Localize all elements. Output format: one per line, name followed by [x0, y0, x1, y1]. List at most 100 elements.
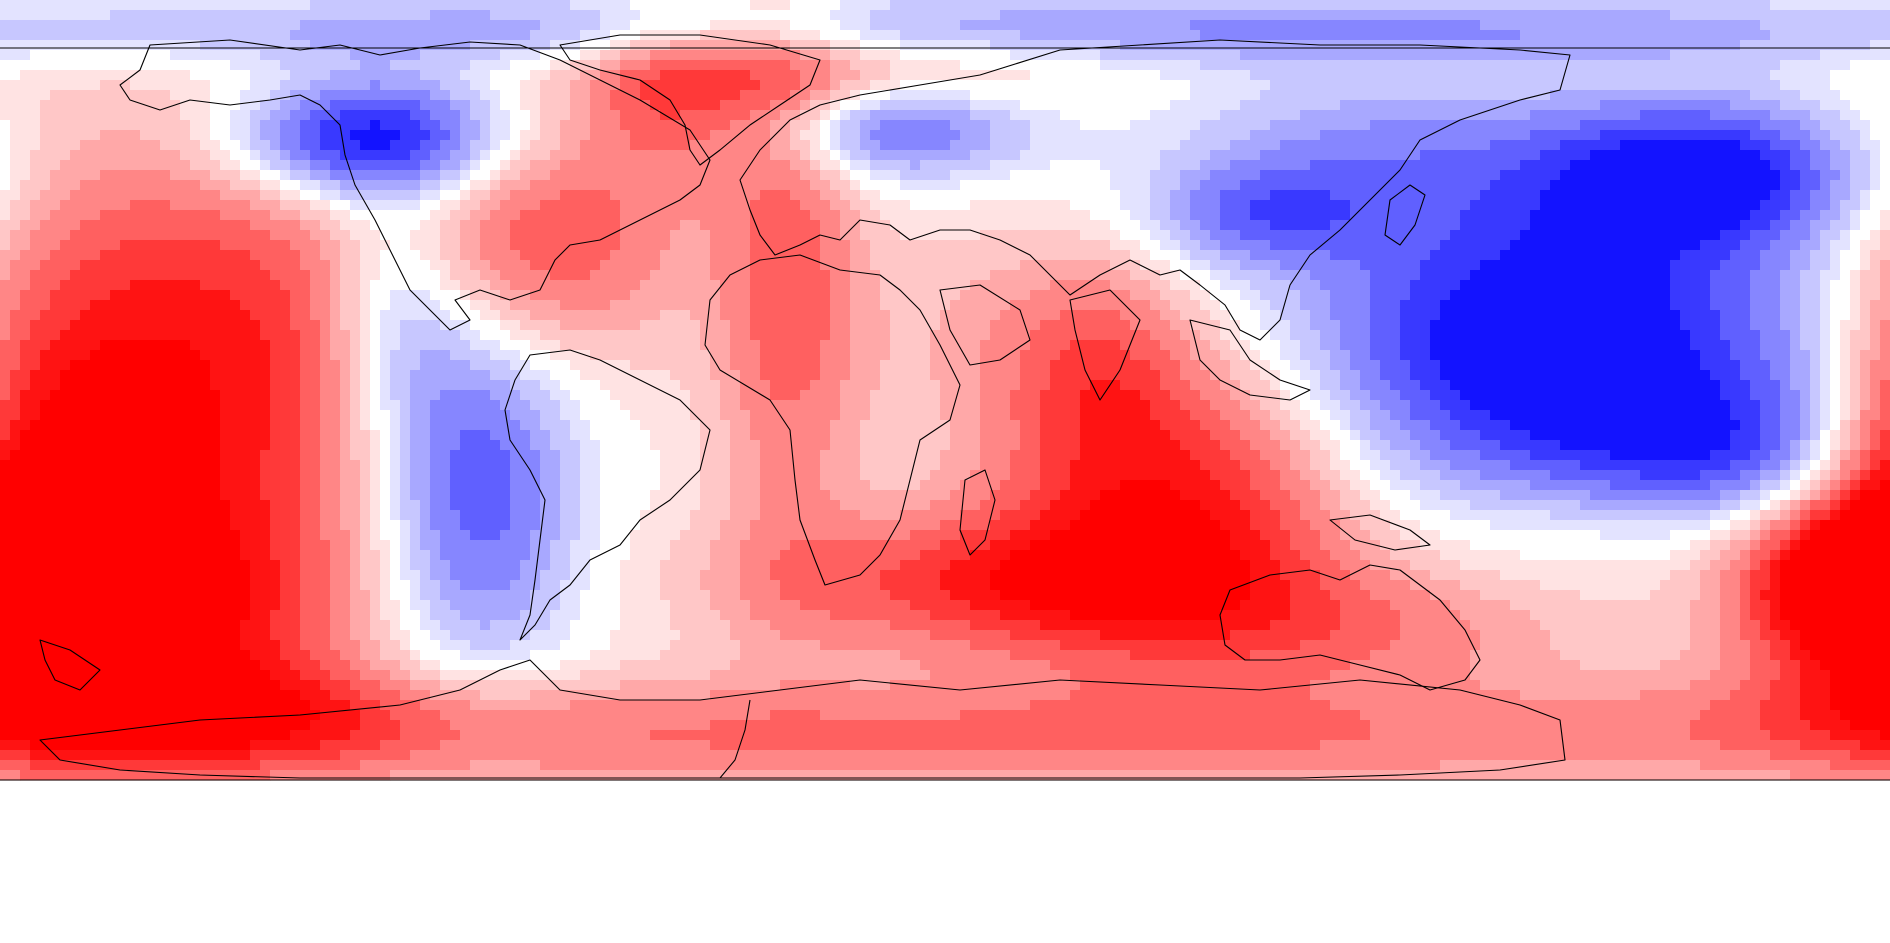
contour-cell — [1160, 160, 1201, 171]
contour-cell — [380, 470, 391, 481]
contour-cell — [270, 500, 301, 511]
contour-cell — [320, 530, 351, 541]
contour-cell — [0, 210, 11, 221]
contour-cell — [1120, 310, 1161, 321]
contour-cell — [1870, 200, 1890, 211]
contour-cell — [1050, 660, 1351, 671]
contour-cell — [400, 660, 421, 671]
contour-cell — [1240, 550, 1271, 561]
contour-cell — [20, 300, 51, 311]
contour-cell — [740, 380, 771, 391]
contour-cell — [820, 710, 961, 721]
contour-cell — [650, 440, 701, 451]
contour-cell — [1190, 410, 1221, 421]
contour-cell — [0, 310, 11, 321]
contour-cell — [730, 450, 761, 461]
contour-cell — [270, 530, 301, 541]
contour-cell — [570, 100, 591, 111]
contour-cell — [1790, 490, 1801, 501]
contour-cell — [880, 100, 971, 111]
contour-cell — [1600, 530, 1671, 541]
contour-cell — [740, 90, 791, 101]
contour-cell — [840, 380, 881, 391]
contour-cell — [0, 240, 11, 251]
contour-cell — [850, 150, 871, 161]
contour-cell — [740, 400, 841, 411]
contour-cell — [420, 520, 431, 531]
contour-cell — [1220, 250, 1251, 261]
contour-cell — [170, 200, 251, 211]
contour-cell — [540, 200, 621, 211]
contour-cell — [530, 540, 551, 551]
contour-cell — [10, 270, 31, 281]
contour-cell — [1070, 200, 1121, 211]
contour-cell — [1360, 440, 1371, 451]
contour-cell — [210, 90, 241, 101]
contour-cell — [1800, 430, 1811, 441]
contour-cell — [440, 160, 461, 171]
contour-cell — [760, 360, 821, 371]
contour-cell — [450, 560, 521, 571]
contour-cell — [620, 80, 641, 91]
contour-cell — [390, 60, 471, 71]
contour-cell — [1750, 390, 1781, 401]
contour-cell — [750, 330, 831, 341]
contour-cell — [910, 160, 921, 171]
contour-cell — [240, 630, 271, 641]
contour-cell — [1580, 120, 1761, 131]
contour-cell — [1790, 200, 1811, 211]
contour-cell — [570, 420, 591, 431]
contour-cell — [290, 110, 311, 121]
contour-cell — [1720, 260, 1761, 271]
contour-cell — [1660, 580, 1701, 591]
contour-cell — [1810, 520, 1821, 531]
contour-cell — [1380, 540, 1421, 551]
contour-cell — [1760, 480, 1781, 491]
contour-cell — [600, 470, 661, 481]
contour-cell — [1810, 430, 1821, 441]
contour-cell — [1720, 230, 1751, 241]
contour-cell — [700, 30, 781, 41]
contour-cell — [1160, 310, 1181, 321]
contour-cell — [280, 80, 311, 91]
contour-cell — [1090, 210, 1131, 221]
contour-cell — [930, 330, 991, 341]
contour-cell — [710, 540, 741, 551]
contour-cell — [860, 450, 941, 461]
contour-cell — [1710, 670, 1751, 681]
contour-cell — [1190, 350, 1221, 361]
contour-cell — [1800, 400, 1811, 411]
contour-cell — [1780, 380, 1791, 391]
contour-cell — [660, 310, 691, 321]
contour-cell — [890, 60, 961, 71]
contour-cell — [1760, 120, 1801, 131]
contour-cell — [1010, 630, 1101, 641]
contour-cell — [540, 410, 561, 421]
contour-cell — [850, 170, 871, 181]
contour-cell — [380, 370, 391, 381]
contour-cell — [1810, 350, 1821, 361]
contour-cell — [410, 400, 431, 411]
contour-cell — [720, 280, 751, 291]
contour-cell — [830, 110, 841, 121]
contour-cell — [960, 290, 1031, 301]
contour-cell — [840, 210, 861, 221]
contour-cell — [250, 570, 281, 581]
contour-cell — [1780, 410, 1801, 421]
contour-cell — [1280, 260, 1361, 271]
contour-cell — [30, 210, 51, 221]
contour-cell — [30, 280, 61, 291]
contour-cell — [980, 390, 1011, 401]
contour-cell — [0, 690, 301, 701]
contour-cell — [520, 90, 541, 101]
contour-cell — [360, 540, 371, 551]
contour-cell — [1850, 490, 1861, 501]
contour-cell — [1400, 330, 1431, 341]
contour-cell — [1220, 320, 1241, 331]
contour-cell — [0, 50, 31, 61]
contour-cell — [1860, 240, 1881, 251]
contour-cell — [1000, 510, 1041, 521]
contour-cell — [1330, 360, 1351, 371]
contour-cell — [590, 550, 631, 561]
contour-cell — [1830, 400, 1841, 411]
